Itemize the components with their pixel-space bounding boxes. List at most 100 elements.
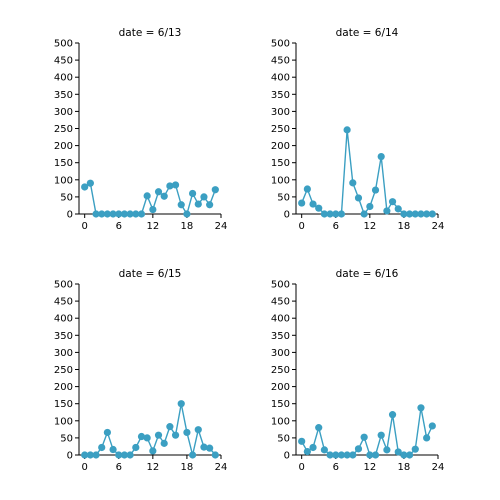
data-point [211,186,219,194]
data-point [160,439,168,447]
data-point [423,210,431,218]
panel-title: date = 6/13 [119,27,182,39]
x-tick-label: 6 [333,462,339,473]
data-point [332,451,340,459]
y-tick-label: 300 [271,107,290,118]
x-tick-label: 6 [333,221,339,232]
data-point [109,210,117,218]
x-tick-label: 6 [116,462,122,473]
data-point [326,210,334,218]
data-point [320,210,328,218]
y-tick-label: 150 [54,399,73,410]
data-point [383,446,391,454]
data-point [377,431,385,439]
data-point [309,200,317,208]
data-point [309,443,317,452]
data-point [417,210,425,218]
y-tick-label: 200 [271,141,290,152]
y-tick-label: 500 [54,280,73,291]
data-point [206,444,214,452]
data-point [120,451,129,459]
data-point [366,451,374,459]
data-point [98,443,106,452]
data-point [154,431,163,439]
data-point [332,210,340,218]
y-tick-label: 100 [54,175,73,186]
data-point [189,189,197,198]
data-point [103,428,111,437]
data-point [303,447,311,456]
data-point [137,210,146,218]
data-point [298,199,306,207]
data-point [171,431,180,439]
y-tick-label: 300 [54,348,73,359]
y-tick-label: 300 [54,107,73,118]
data-point [149,205,157,214]
x-tick-label: 24 [215,221,228,232]
data-point [349,179,357,187]
y-tick-label: 100 [271,175,290,186]
data-point [371,451,380,459]
data-point [194,200,202,208]
data-point [366,202,374,211]
data-point [406,210,414,218]
data-point [383,207,391,215]
data-point [103,210,111,218]
y-tick-label: 500 [271,39,290,50]
x-tick-label: 12 [146,221,159,232]
x-tick-label: 24 [432,462,445,473]
y-tick-label: 400 [54,314,73,325]
data-point [126,210,134,218]
data-point [81,451,89,459]
data-point [183,428,191,437]
y-tick-label: 100 [54,416,73,427]
y-tick-label: 350 [54,90,73,101]
y-tick-label: 450 [54,56,73,67]
y-tick-label: 500 [54,39,73,50]
x-tick-label: 18 [181,462,194,473]
x-tick-label: 0 [298,221,304,232]
data-point [86,451,94,459]
data-point [81,183,89,191]
data-point [183,210,191,218]
y-tick-label: 150 [271,399,290,410]
x-tick-label: 12 [146,462,159,473]
y-tick-label: 450 [271,297,290,308]
data-point [428,422,436,430]
x-tick-label: 0 [81,221,87,232]
data-point [177,201,185,209]
y-tick-label: 250 [54,124,73,135]
y-tick-label: 300 [271,348,290,359]
data-point [200,193,208,201]
data-point [343,451,351,459]
y-tick-label: 350 [271,90,290,101]
x-tick-label: 0 [81,462,87,473]
data-point [360,433,368,441]
data-point [411,210,419,218]
x-tick-label: 24 [215,462,228,473]
y-tick-label: 200 [54,382,73,393]
data-point [315,204,323,212]
y-tick-label: 400 [54,73,73,84]
y-tick-label: 200 [271,382,290,393]
data-point [343,126,351,134]
y-tick-label: 250 [271,124,290,135]
data-point [394,448,402,456]
y-tick-label: 100 [271,416,290,427]
data-point [320,446,328,454]
data-point [143,434,151,442]
data-point [354,445,363,453]
data-point [92,451,100,459]
data-point [166,182,174,190]
y-tick-label: 0 [284,210,290,221]
x-tick-label: 18 [181,221,194,232]
panel-title: date = 6/16 [336,268,399,280]
data-point [349,451,357,459]
y-tick-label: 450 [271,56,290,67]
data-point [371,186,380,194]
data-point [177,400,185,408]
data-point [200,443,208,451]
data-point [400,451,408,459]
data-point [189,451,197,459]
x-tick-label: 18 [398,462,411,473]
